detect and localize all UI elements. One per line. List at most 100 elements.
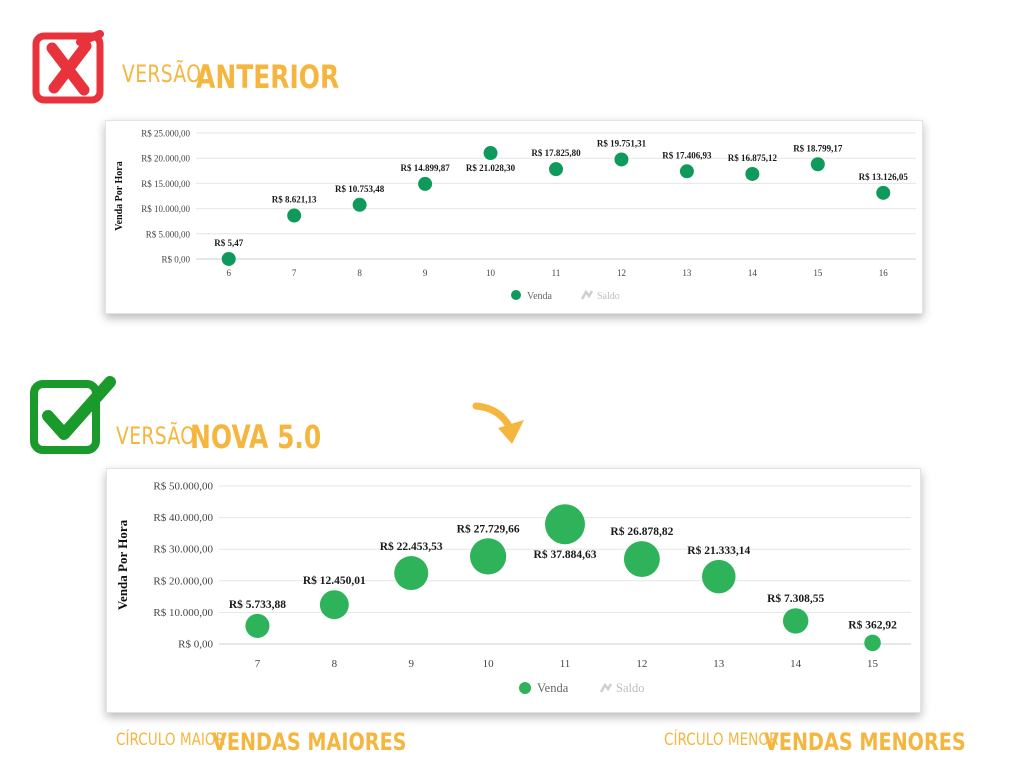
x-tick-label: 12: [617, 268, 626, 278]
y-axis-title: Venda Por Hora: [114, 161, 125, 230]
legend-venda-label: Venda: [537, 681, 569, 695]
data-point: [469, 538, 507, 575]
header-new-version: [30, 376, 116, 454]
data-label: R$ 19.751,31: [597, 138, 647, 148]
legend-saldo-label: Saldo: [597, 291, 620, 302]
footer-left-big: VENDAS MAIORES: [212, 728, 407, 756]
data-label: R$ 16.875,12: [728, 153, 778, 163]
chart-panel-new: R$ 0,00 R$ 10.000,00 R$ 20.000,00 R$ 30.000…: [106, 468, 921, 713]
data-label: R$ 10.753,48: [335, 184, 385, 194]
data-label: R$ 37.884,63: [534, 548, 597, 561]
data-label: R$ 5,47: [214, 238, 243, 248]
y-tick-label: R$ 20.000,00: [153, 575, 213, 587]
data-point: [679, 164, 694, 179]
header-new-text: VERSÃO: [116, 422, 218, 450]
wrong-mark-icon: [32, 30, 106, 104]
y-tick-label: R$ 5.000,00: [146, 229, 191, 239]
x-tick-label: 7: [255, 658, 261, 670]
data-label: R$ 26.878,82: [610, 525, 673, 538]
legend-venda-marker: [519, 682, 531, 694]
y-tick-label: R$ 15.000,00: [141, 179, 190, 189]
data-label: R$ 17.825,80: [531, 148, 581, 158]
legend-saldo-label: Saldo: [616, 681, 644, 695]
data-point: [221, 251, 236, 266]
data-label: R$ 12.450,01: [303, 574, 366, 587]
header-old-version: [32, 30, 106, 104]
data-label: R$ 14.899,87: [400, 163, 450, 173]
x-tick-label: 13: [682, 268, 692, 278]
data-point: [483, 146, 498, 161]
data-point: [810, 157, 825, 172]
data-label: R$ 21.028,30: [466, 163, 516, 173]
data-point: [352, 197, 367, 212]
data-point: [864, 634, 881, 652]
data-point: [287, 208, 302, 223]
check-mark-icon: [30, 376, 116, 454]
footer-note-right: CÍRCULO MENOR: [664, 730, 807, 750]
x-tick-label: 13: [713, 658, 725, 670]
x-tick-label: 10: [483, 658, 495, 670]
data-point: [745, 166, 760, 181]
x-tick-label: 9: [408, 658, 414, 670]
x-tick-label: 9: [423, 268, 428, 278]
y-tick-label: R$ 20.000,00: [141, 154, 190, 164]
x-tick-label: 8: [357, 268, 362, 278]
y-tick-label: R$ 10.000,00: [141, 204, 190, 214]
data-label: R$ 17.406,93: [662, 150, 712, 160]
x-tick-label: 15: [867, 658, 879, 670]
header-new-title: NOVA 5.0: [190, 418, 322, 456]
x-tick-label: 7: [292, 268, 297, 278]
x-tick-label: 8: [332, 658, 338, 670]
data-label: R$ 362,92: [848, 619, 897, 632]
header-old-title: ANTERIOR: [196, 58, 340, 96]
data-point: [614, 152, 629, 167]
x-tick-label: 11: [560, 658, 571, 670]
header-old-prefix: VERSÃO: [122, 60, 202, 88]
header-old-text: VERSÃO: [122, 60, 224, 88]
data-point: [876, 185, 891, 200]
data-point: [319, 590, 349, 620]
chart-panel-old: R$ 0,00 R$ 5.000,00 R$ 10.000,00 R$ 15.000,…: [105, 120, 923, 314]
x-tick-label: 11: [552, 268, 561, 278]
footer-note-left: CÍRCULO MAIOR: [116, 730, 252, 750]
curved-arrow-icon: [470, 398, 534, 459]
x-tick-label: 16: [879, 268, 889, 278]
data-label: R$ 7.308,55: [767, 592, 824, 605]
legend-venda-marker: [511, 290, 521, 300]
chart-new: R$ 0,00 R$ 10.000,00 R$ 20.000,00 R$ 30.000…: [115, 481, 911, 695]
y-tick-label: R$ 0,00: [161, 255, 190, 265]
data-label: R$ 18.799,17: [793, 143, 843, 153]
y-tick-label: R$ 40.000,00: [153, 512, 213, 524]
x-tick-label: 12: [636, 658, 647, 670]
footer-note-right-big-wrap: VENDAS MENORES: [764, 728, 1016, 756]
y-tick-label: R$ 50.000,00: [153, 481, 213, 493]
footer-note-left-big-wrap: VENDAS MAIORES: [212, 728, 455, 756]
y-tick-label: R$ 30.000,00: [153, 544, 213, 556]
footer-right-small: CÍRCULO MENOR: [664, 730, 779, 750]
x-tick-label: 14: [748, 268, 758, 278]
data-label: R$ 22.453,53: [380, 540, 443, 553]
data-label: R$ 27.729,66: [457, 522, 520, 535]
x-tick-label: 15: [813, 268, 823, 278]
data-label: R$ 5.733,88: [229, 598, 286, 611]
data-point: [245, 613, 270, 638]
data-point: [418, 176, 433, 191]
x-tick-label: 14: [790, 658, 802, 670]
legend-saldo-icon: [599, 682, 613, 693]
data-point: [545, 504, 585, 545]
y-tick-label: R$ 10.000,00: [153, 607, 213, 619]
x-tick-label: 10: [486, 268, 496, 278]
data-label: R$ 13.126,05: [859, 172, 909, 182]
x-tick-label: 6: [226, 268, 231, 278]
legend-saldo-icon: [580, 289, 594, 300]
footer-right-big: VENDAS MENORES: [764, 728, 966, 756]
y-tick-label: R$ 0,00: [178, 639, 213, 651]
legend-venda-label: Venda: [527, 291, 553, 302]
header-new-prefix: VERSÃO: [116, 422, 196, 450]
header-old-title-wrap: ANTERIOR: [196, 58, 380, 96]
data-point: [702, 559, 736, 594]
footer-left-small: CÍRCULO MAIOR: [116, 730, 226, 750]
data-label: R$ 8.621,13: [272, 195, 317, 205]
y-tick-label: R$ 25.000,00: [141, 129, 190, 139]
data-label: R$ 21.333,14: [687, 544, 750, 557]
